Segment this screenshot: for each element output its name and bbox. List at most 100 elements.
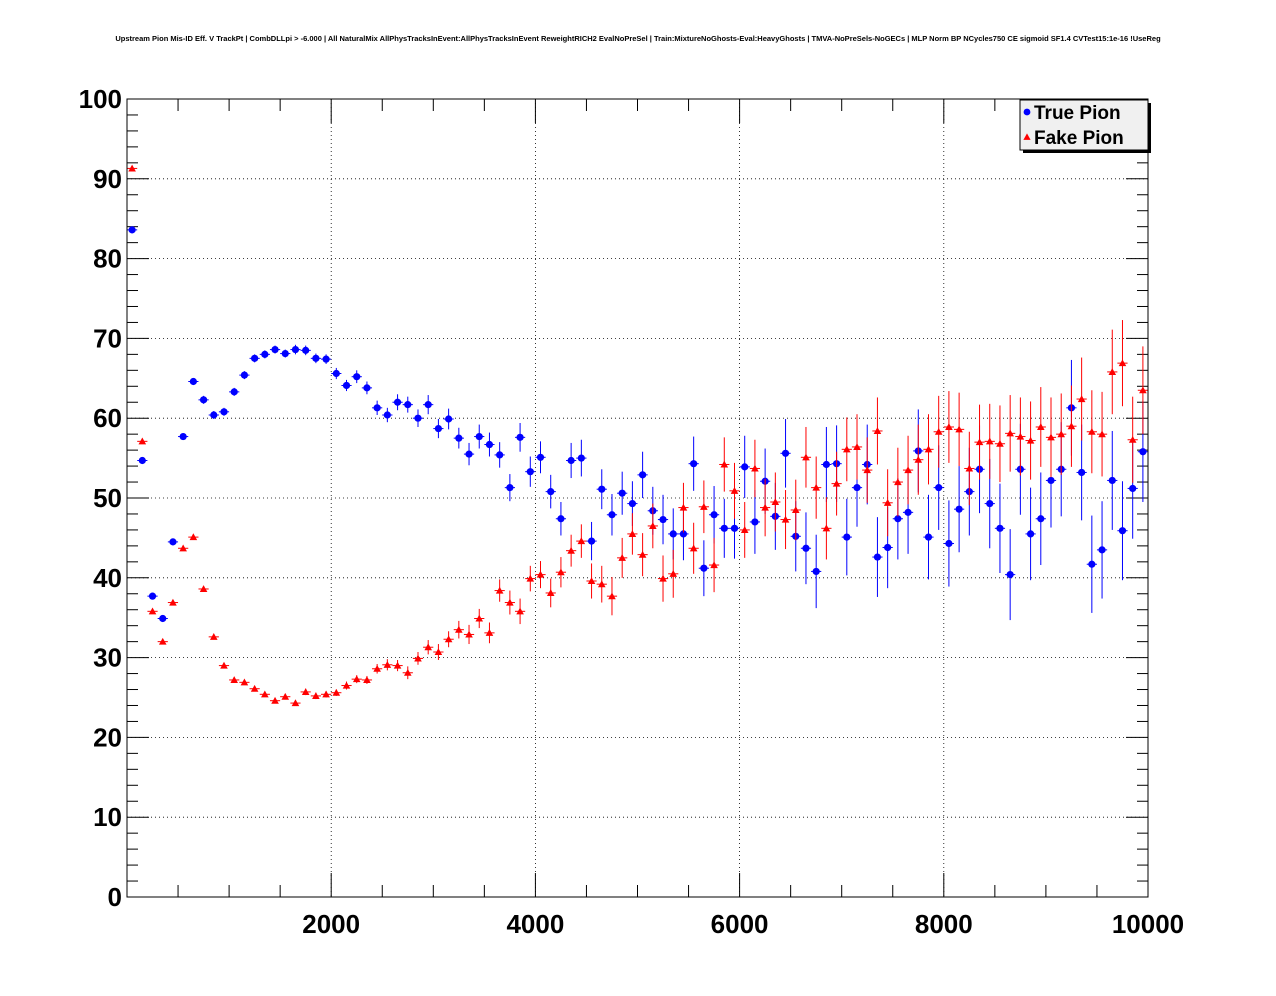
data-point <box>894 515 902 523</box>
data-point <box>312 354 320 362</box>
legend-entry-label: Fake Pion <box>1034 128 1124 149</box>
data-point <box>199 396 208 404</box>
data-point <box>587 577 596 585</box>
data-point <box>924 533 933 541</box>
data-point <box>291 345 300 354</box>
data-point <box>1078 468 1086 477</box>
data-point <box>557 568 565 576</box>
data-point <box>506 484 514 492</box>
y-tick-label: 0 <box>108 882 122 912</box>
data-point <box>822 524 831 532</box>
data-point <box>741 463 749 471</box>
data-point <box>403 668 412 676</box>
data-point <box>659 574 667 582</box>
data-point <box>363 384 371 392</box>
data-point <box>873 427 882 435</box>
data-point <box>158 637 167 645</box>
data-point <box>301 688 310 695</box>
data-point <box>975 438 984 446</box>
data-point <box>883 498 892 506</box>
data-point <box>169 538 177 546</box>
data-point <box>1129 484 1137 493</box>
data-point <box>1108 368 1117 375</box>
y-tick-label: 100 <box>79 84 122 114</box>
data-point <box>526 468 534 476</box>
data-point <box>894 478 902 486</box>
data-point <box>495 586 504 594</box>
data-point <box>955 505 963 513</box>
data-point <box>383 660 392 668</box>
data-point <box>1098 430 1106 438</box>
data-point <box>781 449 790 457</box>
data-point <box>261 350 269 358</box>
data-point <box>516 607 524 615</box>
data-point <box>251 354 259 362</box>
x-tick-label: 4000 <box>506 909 564 939</box>
data-point <box>791 506 800 514</box>
data-point <box>209 633 218 640</box>
data-point <box>434 648 443 656</box>
data-point <box>853 484 861 492</box>
data-point <box>189 533 198 541</box>
data-point <box>710 561 718 569</box>
chart-title: Upstream Pion Mis-ID Eff. V TrackPt | Co… <box>115 34 1161 43</box>
y-tick-label: 60 <box>93 403 122 433</box>
data-point <box>884 543 892 552</box>
data-point <box>1088 560 1096 568</box>
data-point <box>424 643 432 651</box>
data-point <box>189 377 197 386</box>
data-point <box>240 371 249 379</box>
data-point <box>363 676 371 683</box>
data-point <box>628 499 636 508</box>
grid <box>127 99 1148 897</box>
data-point <box>996 439 1004 447</box>
data-point <box>873 553 882 561</box>
data-point <box>353 373 361 381</box>
y-tick-label: 20 <box>93 722 122 752</box>
data-point <box>955 425 963 433</box>
data-point <box>914 455 923 463</box>
data-point <box>751 464 759 472</box>
data-point <box>332 688 341 696</box>
data-point <box>567 546 575 554</box>
y-tick-label: 40 <box>93 563 122 593</box>
legend: True Pion Fake Pion <box>1019 99 1151 153</box>
data-point <box>986 499 994 508</box>
data-point <box>853 443 861 450</box>
data-point <box>179 544 187 552</box>
data-point <box>965 464 974 472</box>
data-point <box>996 524 1004 532</box>
x-tick-label: 6000 <box>711 909 769 939</box>
data-point <box>322 690 330 698</box>
data-point <box>475 614 484 622</box>
data-point <box>832 479 841 487</box>
data-point <box>802 453 810 461</box>
x-tick-label: 8000 <box>915 909 973 939</box>
data-point <box>802 544 810 552</box>
legend-box <box>1019 99 1149 151</box>
data-point <box>1098 546 1106 554</box>
data-point <box>720 460 729 468</box>
data-point <box>1128 435 1137 443</box>
data-point <box>628 530 637 537</box>
data-point <box>710 511 718 519</box>
series-fake-pion <box>127 164 1148 707</box>
data-point <box>945 539 953 548</box>
data-point <box>342 381 351 390</box>
data-point <box>1057 430 1066 438</box>
data-point <box>669 530 677 538</box>
data-point <box>720 524 728 532</box>
data-point <box>230 388 238 396</box>
data-point <box>1036 423 1045 431</box>
data-point <box>1139 386 1147 394</box>
data-point <box>577 454 585 462</box>
data-point <box>230 676 239 683</box>
data-point <box>730 524 739 532</box>
data-point <box>1077 395 1086 403</box>
data-point <box>342 681 351 689</box>
data-point <box>1006 571 1014 579</box>
data-point <box>659 515 667 524</box>
data-point <box>822 460 830 469</box>
data-point <box>1006 429 1014 437</box>
